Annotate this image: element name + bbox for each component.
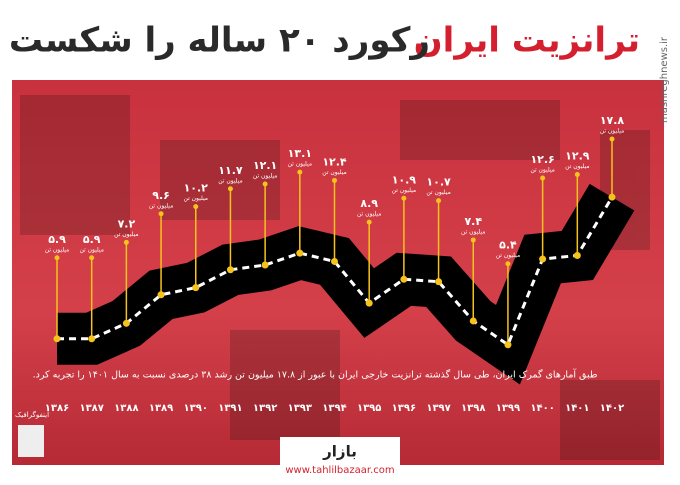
value-label: ۵.۹: [48, 233, 66, 246]
x-tick-label: ۱۴۰۲: [600, 403, 624, 414]
unit-label: میلیون تن: [79, 246, 103, 253]
point: [296, 249, 304, 257]
marker-top: [123, 239, 129, 245]
value-label: ۱۰.۲: [184, 182, 209, 195]
x-tick-label: ۱۳۹۲: [253, 403, 277, 414]
x-tick-label: ۱۳۸۹: [149, 403, 173, 414]
value-label: ۱۲.۹: [565, 149, 590, 162]
unit-label: میلیون تن: [218, 177, 242, 184]
line: [57, 196, 614, 348]
point: [573, 251, 581, 259]
marker-top: [436, 198, 442, 204]
watermark: mashreghnews.ir: [659, 36, 670, 123]
marker-top: [227, 186, 233, 192]
website: www.tahlilbazaar.com: [285, 465, 394, 476]
x-tick-label: ۱۳۸۸: [114, 403, 138, 414]
point: [331, 257, 338, 265]
value-label: ۵.۴: [499, 239, 517, 252]
point: [608, 193, 616, 201]
unit-label: میلیون تن: [288, 161, 312, 168]
marker-top: [89, 255, 95, 261]
point: [539, 255, 547, 263]
badge: اینفوگرافیک: [15, 410, 49, 419]
unit-label: میلیون تن: [45, 246, 69, 253]
x-tick-label: ۱۳۹۹: [496, 403, 520, 414]
marker-top: [158, 211, 164, 217]
x-tick-label: ۱۳۹۱: [218, 403, 242, 414]
point: [469, 317, 477, 325]
marker-top: [54, 255, 60, 261]
container-shapes: [20, 95, 660, 460]
logo-box: [280, 437, 400, 477]
annotation: طبق آمارهای گمرک ایران، طی سال گذشته ترا…: [33, 368, 598, 381]
value-label: ۱۱.۷: [218, 164, 243, 177]
point: [53, 335, 61, 343]
marker-top: [193, 204, 199, 210]
marker-top: [366, 219, 372, 225]
marker-top: [332, 177, 337, 183]
x-tick-label: ۱۳۹۷: [426, 403, 450, 414]
x-tick-label: ۱۳۹۵: [357, 403, 381, 414]
unit-label: میلیون تن: [600, 128, 624, 135]
value-label: ۵.۹: [83, 233, 101, 246]
marker-top: [470, 237, 476, 243]
unit-label: میلیون تن: [184, 195, 208, 202]
unit-label: میلیون تن: [322, 169, 346, 176]
value-label: ۱۲.۶: [530, 153, 554, 166]
x-tick-label: ۱۴۰۰: [530, 403, 554, 414]
unit-label: میلیون تن: [149, 202, 173, 209]
value-label: ۱۰.۹: [392, 173, 417, 186]
x-tick-label: ۱۳۹۴: [322, 403, 346, 414]
point: [261, 261, 269, 269]
x-tick-label: ۱۳۸۶: [45, 403, 69, 414]
value-label: ۱۷.۸: [600, 114, 625, 127]
marker-top: [505, 261, 511, 267]
point: [400, 275, 408, 283]
x-tick-label: ۱۳۸۷: [79, 403, 103, 414]
marker-top: [609, 136, 615, 142]
point: [157, 291, 165, 299]
marker-top: [262, 181, 268, 187]
unit-label: میلیون تن: [565, 163, 589, 170]
value-label: ۸.۹: [360, 197, 378, 210]
x-tick-label: ۱۴۰۱: [565, 403, 589, 414]
value-label: ۷.۲: [118, 217, 136, 230]
value-label: ۱۲.۱: [253, 159, 277, 172]
value-label: ۱۲.۴: [322, 155, 347, 168]
point: [192, 284, 200, 292]
x-tick-label: ۱۳۹۶: [392, 403, 416, 414]
title: رکورد ۲۰ ساله را شکست: [9, 21, 430, 61]
point: [122, 319, 130, 327]
unit-label: میلیون تن: [357, 211, 381, 218]
value-label: ۷.۴: [464, 215, 482, 228]
x-tick-label: ۱۳۹۰: [184, 403, 208, 414]
unit-label: میلیون تن: [426, 189, 450, 196]
point: [88, 335, 96, 343]
unit-label: میلیون تن: [392, 187, 416, 194]
point: [365, 299, 373, 307]
unit-label: میلیون تن: [530, 167, 554, 174]
unit-label: میلیون تن: [496, 252, 520, 259]
x-tick-label: ۱۳۹۳: [288, 403, 312, 414]
marker-top: [574, 171, 580, 177]
unit-label: میلیون تن: [461, 228, 485, 235]
unit-label: میلیون تن: [114, 231, 138, 238]
qr-code: [18, 425, 44, 457]
title-highlight: ترانزیت ایران: [414, 21, 640, 61]
x-tick-label: ۱۳۹۸: [461, 403, 485, 414]
value-label: ۹.۶: [152, 189, 170, 202]
logo: بازار: [322, 443, 357, 461]
point: [435, 278, 443, 286]
value-label: ۱۰.۷: [426, 176, 451, 189]
marker-top: [540, 175, 546, 181]
value-label: ۱۳.۱: [288, 147, 312, 160]
point: [504, 341, 512, 349]
point: [226, 266, 234, 274]
marker-top: [297, 169, 303, 175]
marker-top: [401, 195, 407, 201]
unit-label: میلیون تن: [253, 173, 277, 180]
